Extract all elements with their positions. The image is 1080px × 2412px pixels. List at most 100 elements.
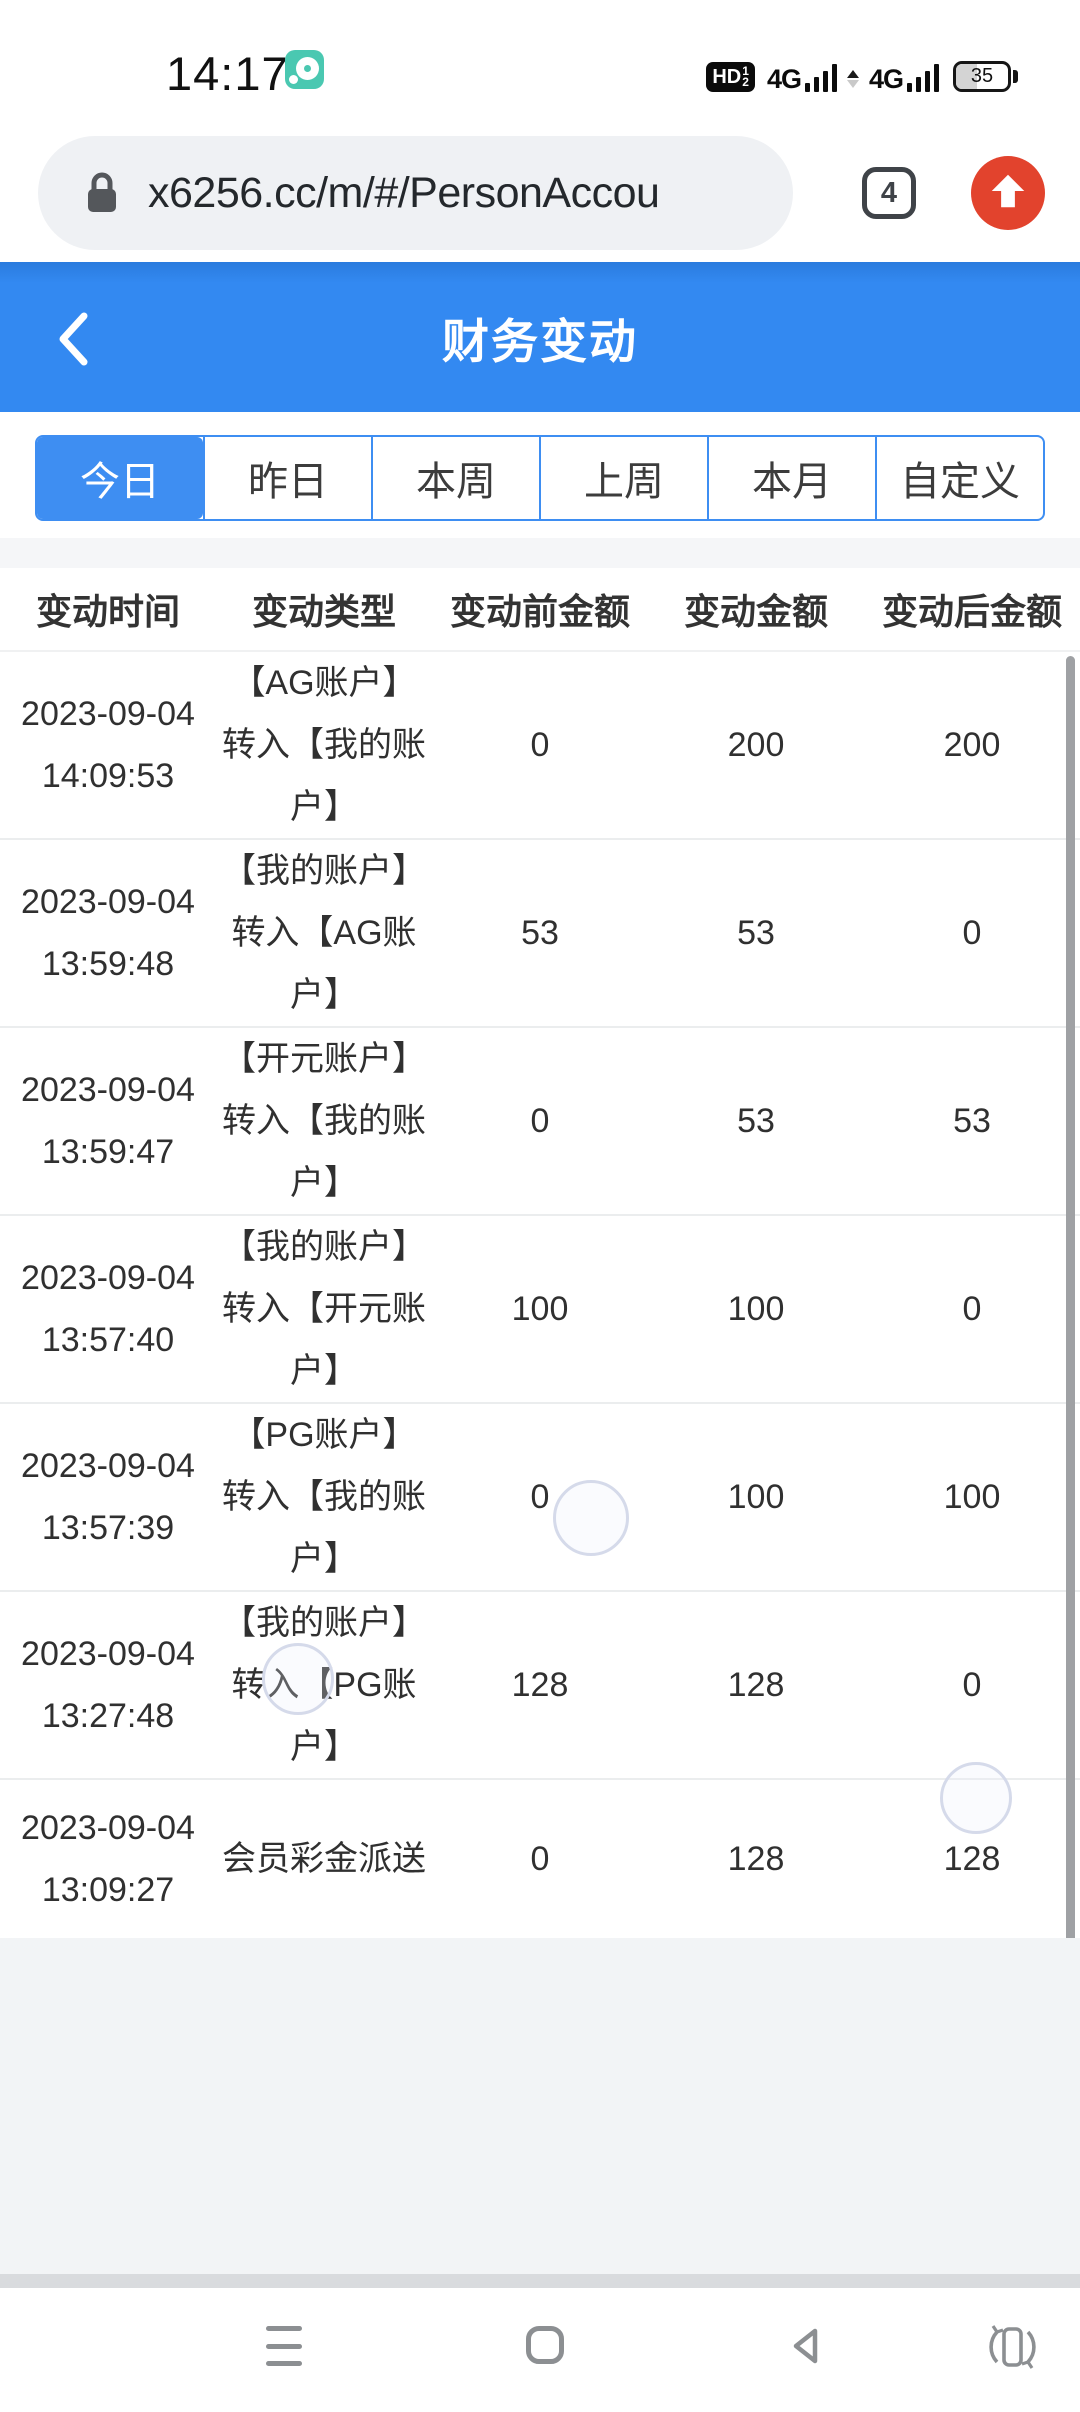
change-type-text: 【开元账户】转入【我的账户】: [222, 1040, 426, 1202]
change-type-text: 会员彩金派送: [222, 1840, 426, 1878]
amount-before: 0: [530, 1478, 550, 1516]
hd-label: HD: [712, 65, 742, 88]
filter-tab[interactable]: 本月: [707, 437, 875, 519]
tab-switcher-button[interactable]: 4: [862, 167, 916, 219]
change-time: 13:59:47: [41, 1133, 175, 1171]
touch-ripple: [553, 1480, 629, 1556]
amount-after: 100: [943, 1478, 1001, 1516]
cell-amount-before: 0: [432, 1466, 648, 1528]
url-bar[interactable]: x6256.cc/m/#/PersonAccou: [38, 136, 793, 250]
table-body: 2023-09-04 14:09:53 【AG账户】转入【我的账户】 0 200…: [0, 652, 1080, 1940]
scrollbar-thumb[interactable]: [1066, 656, 1075, 2264]
cell-change-type: 【我的账户】转入【PG账户】: [216, 1592, 432, 1778]
amount-after: 200: [943, 726, 1001, 764]
table-row[interactable]: 2023-09-04 13:57:39 【PG账户】转入【我的账户】 0 100…: [0, 1404, 1080, 1592]
amount-before: 53: [521, 914, 559, 952]
table-row[interactable]: 2023-09-04 13:59:48 【我的账户】转入【AG账户】 53 53…: [0, 840, 1080, 1028]
amount-before: 100: [511, 1290, 569, 1328]
back-icon[interactable]: [788, 2327, 826, 2370]
amount-change: 128: [727, 1840, 785, 1878]
cell-amount-after: 0: [864, 1278, 1080, 1340]
menu-icon[interactable]: [266, 2326, 302, 2366]
back-chevron-icon[interactable]: [54, 311, 92, 372]
filter-tab-label: 上周: [584, 460, 664, 504]
change-type-text: 【PG账户】转入【我的账户】: [222, 1416, 426, 1578]
data-activity-arrows-icon: [846, 70, 859, 88]
network-type-label-1: 4G: [766, 64, 802, 94]
cell-amount-after: 0: [864, 902, 1080, 964]
sim-index-top: 1: [742, 64, 749, 78]
cell-change-time: 2023-09-04 13:59:48: [0, 871, 216, 995]
change-type-text: 【我的账户】转入【开元账户】: [222, 1228, 426, 1390]
table-row[interactable]: 2023-09-04 13:59:47 【开元账户】转入【我的账户】 0 53 …: [0, 1028, 1080, 1216]
filter-tab[interactable]: 昨日: [203, 437, 371, 519]
change-date: 2023-09-04: [21, 695, 195, 733]
filter-tab[interactable]: 今日: [37, 437, 203, 519]
cell-change-time: 2023-09-04 14:09:53: [0, 683, 216, 807]
cell-change-time: 2023-09-04 13:27:48: [0, 1623, 216, 1747]
change-date: 2023-09-04: [21, 1071, 195, 1109]
signal-strength-bars-2: [907, 64, 939, 92]
table-row[interactable]: 2023-09-04 13:57:40 【我的账户】转入【开元账户】 100 1…: [0, 1216, 1080, 1404]
lock-icon: [84, 170, 120, 221]
home-icon[interactable]: [526, 2326, 564, 2364]
touch-ripple: [262, 1643, 334, 1715]
filter-tab[interactable]: 上周: [539, 437, 707, 519]
change-type-text: 【我的账户】转入【AG账户】: [222, 852, 426, 1014]
section-divider: [0, 538, 1080, 568]
touch-ripple: [940, 1762, 1012, 1834]
cell-change-type: 【我的账户】转入【AG账户】: [216, 840, 432, 1026]
filter-tab[interactable]: 自定义: [875, 437, 1043, 519]
change-type-text: 【AG账户】转入【我的账户】: [222, 664, 426, 826]
amount-change: 128: [727, 1666, 785, 1704]
signal-bars-icon-2: 4G: [868, 64, 939, 94]
date-filter-tabs: 今日 昨日 本周 上周 本月 自定义: [35, 435, 1045, 521]
amount-after: 0: [962, 1666, 982, 1704]
rotate-screen-icon[interactable]: [984, 2322, 1040, 2377]
cell-change-time: 2023-09-04 13:57:40: [0, 1247, 216, 1371]
change-time: 13:57:40: [41, 1321, 175, 1359]
change-time: 13:09:27: [41, 1871, 175, 1909]
android-nav-bar: [0, 2288, 1080, 2412]
battery-percent: 35: [970, 65, 994, 87]
filter-tab-label: 自定义: [900, 460, 1020, 504]
amount-change: 53: [737, 1102, 775, 1140]
notification-app-icon: [285, 50, 324, 89]
change-time: 13:27:48: [41, 1697, 175, 1735]
battery-nub: [1013, 70, 1018, 83]
cell-amount-change: 128: [648, 1654, 864, 1716]
table-row[interactable]: 2023-09-04 13:09:27 会员彩金派送 0 128 128: [0, 1780, 1080, 1940]
filter-tab[interactable]: 本周: [371, 437, 539, 519]
amount-change: 53: [737, 914, 775, 952]
table-row[interactable]: 2023-09-04 14:09:53 【AG账户】转入【我的账户】 0 200…: [0, 652, 1080, 840]
network-type-label-2: 4G: [868, 64, 904, 94]
change-time: 14:09:53: [41, 757, 175, 795]
amount-before: 0: [530, 1840, 550, 1878]
cell-amount-change: 100: [648, 1278, 864, 1340]
cell-amount-after: 53: [864, 1090, 1080, 1152]
browser-update-button[interactable]: [971, 156, 1045, 230]
amount-after: 0: [962, 914, 982, 952]
column-header: 变动类型: [251, 591, 396, 632]
change-time: 13:59:48: [41, 945, 175, 983]
battery-icon: 35: [953, 61, 1011, 92]
cell-amount-after: 128: [864, 1828, 1080, 1890]
change-type-text: 【我的账户】转入【PG账户】: [222, 1604, 426, 1766]
cell-amount-change: 100: [648, 1466, 864, 1528]
clock: 14:17: [166, 47, 289, 100]
column-header: 变动金额: [683, 591, 828, 632]
sim-index-bottom: 2: [742, 75, 749, 89]
cell-amount-before: 0: [432, 1828, 648, 1890]
amount-after: 0: [962, 1290, 982, 1328]
cell-change-type: 【AG账户】转入【我的账户】: [216, 652, 432, 838]
signal-strength-bars-1: [804, 64, 837, 92]
amount-before: 128: [511, 1666, 569, 1704]
change-date: 2023-09-04: [21, 1447, 195, 1485]
cell-amount-change: 53: [648, 1090, 864, 1152]
table-row[interactable]: 2023-09-04 13:27:48 【我的账户】转入【PG账户】 128 1…: [0, 1592, 1080, 1780]
cell-change-type: 会员彩金派送: [216, 1828, 432, 1890]
page-background: [0, 1938, 1080, 2274]
transactions-table: 变动时间 变动类型 变动前金额 变动金额 变动后金额 2023-09-04 14:09:…: [0, 568, 1080, 1940]
